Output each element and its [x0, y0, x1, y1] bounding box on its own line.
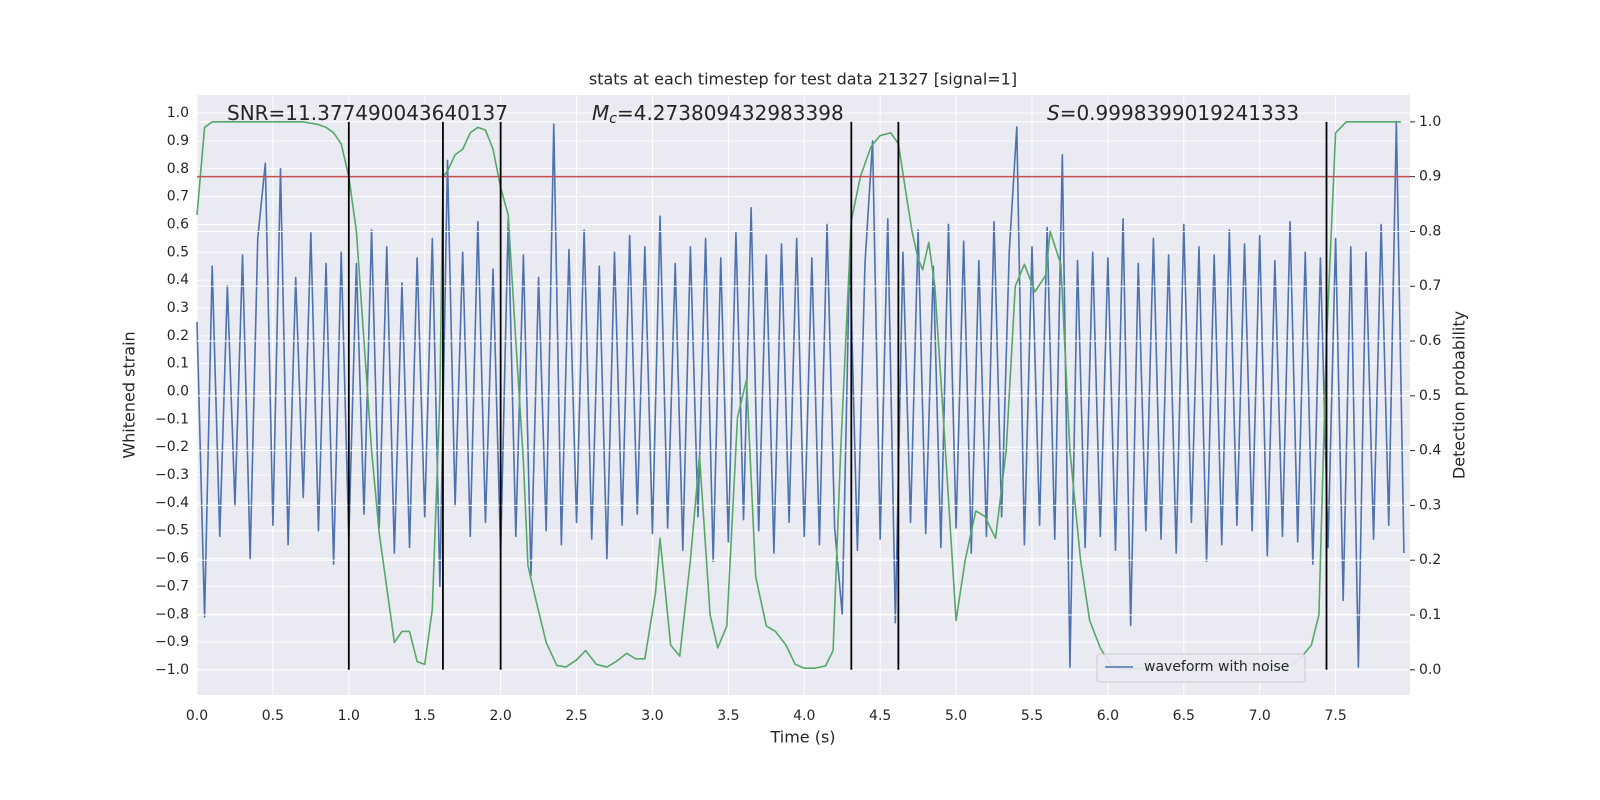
y-tick-label: −0.8	[155, 606, 189, 622]
x-axis-label: Time (s)	[769, 728, 835, 747]
x-tick-label: 0.0	[186, 708, 208, 724]
annotation: Mc=4.273809432983398	[592, 101, 844, 128]
y-tick-label: −0.1	[155, 411, 189, 427]
x-tick-label: 3.5	[717, 708, 739, 724]
y2-tick-label: 0.1	[1419, 607, 1441, 623]
x-tick-label: 4.5	[869, 708, 891, 724]
y2-tick-label: 0.3	[1419, 497, 1441, 513]
y2-tick-label: 0.8	[1419, 223, 1441, 239]
x-tick-label: 6.0	[1097, 708, 1119, 724]
y-tick-label: 0.8	[167, 161, 189, 177]
x-tick-label: 4.0	[793, 708, 815, 724]
y-tick-label: 0.9	[167, 133, 189, 149]
y-tick-label: 0.1	[167, 356, 189, 372]
y-tick-label: 0.7	[167, 189, 189, 205]
y2-tick-label: 0.9	[1419, 169, 1441, 185]
x-tick-label: 6.5	[1173, 708, 1195, 724]
annotation-symbol: M	[592, 101, 609, 125]
x-tick-label: 7.5	[1324, 708, 1346, 724]
y-tick-label: 0.4	[167, 272, 189, 288]
y2-tick-label: 0.0	[1419, 662, 1441, 678]
y-tick-label: −1.0	[155, 662, 189, 678]
y2-axis-label: Detection probability	[1450, 311, 1469, 479]
y-tick-label: 0.6	[167, 216, 189, 232]
y2-tick-label: 0.5	[1419, 388, 1441, 404]
annotation-text: SNR=11.377490043640137	[227, 101, 508, 125]
annotation: SNR=11.377490043640137	[227, 101, 508, 125]
annotation-text: =4.273809432983398	[617, 101, 844, 125]
y2-tick-label: 0.4	[1419, 443, 1441, 459]
y-tick-label: 0.3	[167, 300, 189, 316]
plot-area	[197, 95, 1410, 695]
y-tick-label: 0.5	[167, 244, 189, 260]
legend-label: waveform with noise	[1144, 659, 1289, 675]
y-tick-label: −0.4	[155, 495, 189, 511]
y-tick-label: −0.2	[155, 439, 189, 455]
y-axis-label: Whitened strain	[120, 331, 139, 458]
x-tick-label: 5.0	[945, 708, 967, 724]
legend-box	[1096, 653, 1306, 683]
x-tick-label: 7.0	[1249, 708, 1271, 724]
x-tick-label: 1.5	[414, 708, 436, 724]
y-tick-label: −0.7	[155, 578, 189, 594]
x-tick-label: 5.5	[1021, 708, 1043, 724]
annotation-text: =0.9998399019241333	[1060, 101, 1299, 125]
y-tick-label: −0.6	[155, 551, 189, 567]
chart-title: stats at each timestep for test data 213…	[589, 70, 1017, 89]
y2-tick-label: 0.7	[1419, 278, 1441, 294]
y-tick-label: −0.9	[155, 634, 189, 650]
x-tick-label: 2.0	[489, 708, 511, 724]
x-tick-label: 0.5	[262, 708, 284, 724]
y-tick-label: −0.3	[155, 467, 189, 483]
y-tick-label: 1.0	[167, 105, 189, 121]
annotation-symbol: S	[1047, 101, 1060, 125]
y2-tick-label: 0.2	[1419, 552, 1441, 568]
annotation: S=0.9998399019241333	[1047, 101, 1299, 125]
y-tick-label: −0.5	[155, 523, 189, 539]
y2-tick-label: 0.6	[1419, 333, 1441, 349]
x-tick-label: 2.5	[565, 708, 587, 724]
annotation-subscript: c	[609, 111, 617, 127]
y-tick-label: 0.0	[167, 384, 189, 400]
x-tick-label: 1.0	[338, 708, 360, 724]
y-tick-label: 0.2	[167, 328, 189, 344]
series-line	[196, 121, 1401, 670]
series-line	[196, 120, 1405, 668]
x-tick-label: 3.0	[641, 708, 663, 724]
y2-tick-label: 1.0	[1419, 114, 1441, 130]
